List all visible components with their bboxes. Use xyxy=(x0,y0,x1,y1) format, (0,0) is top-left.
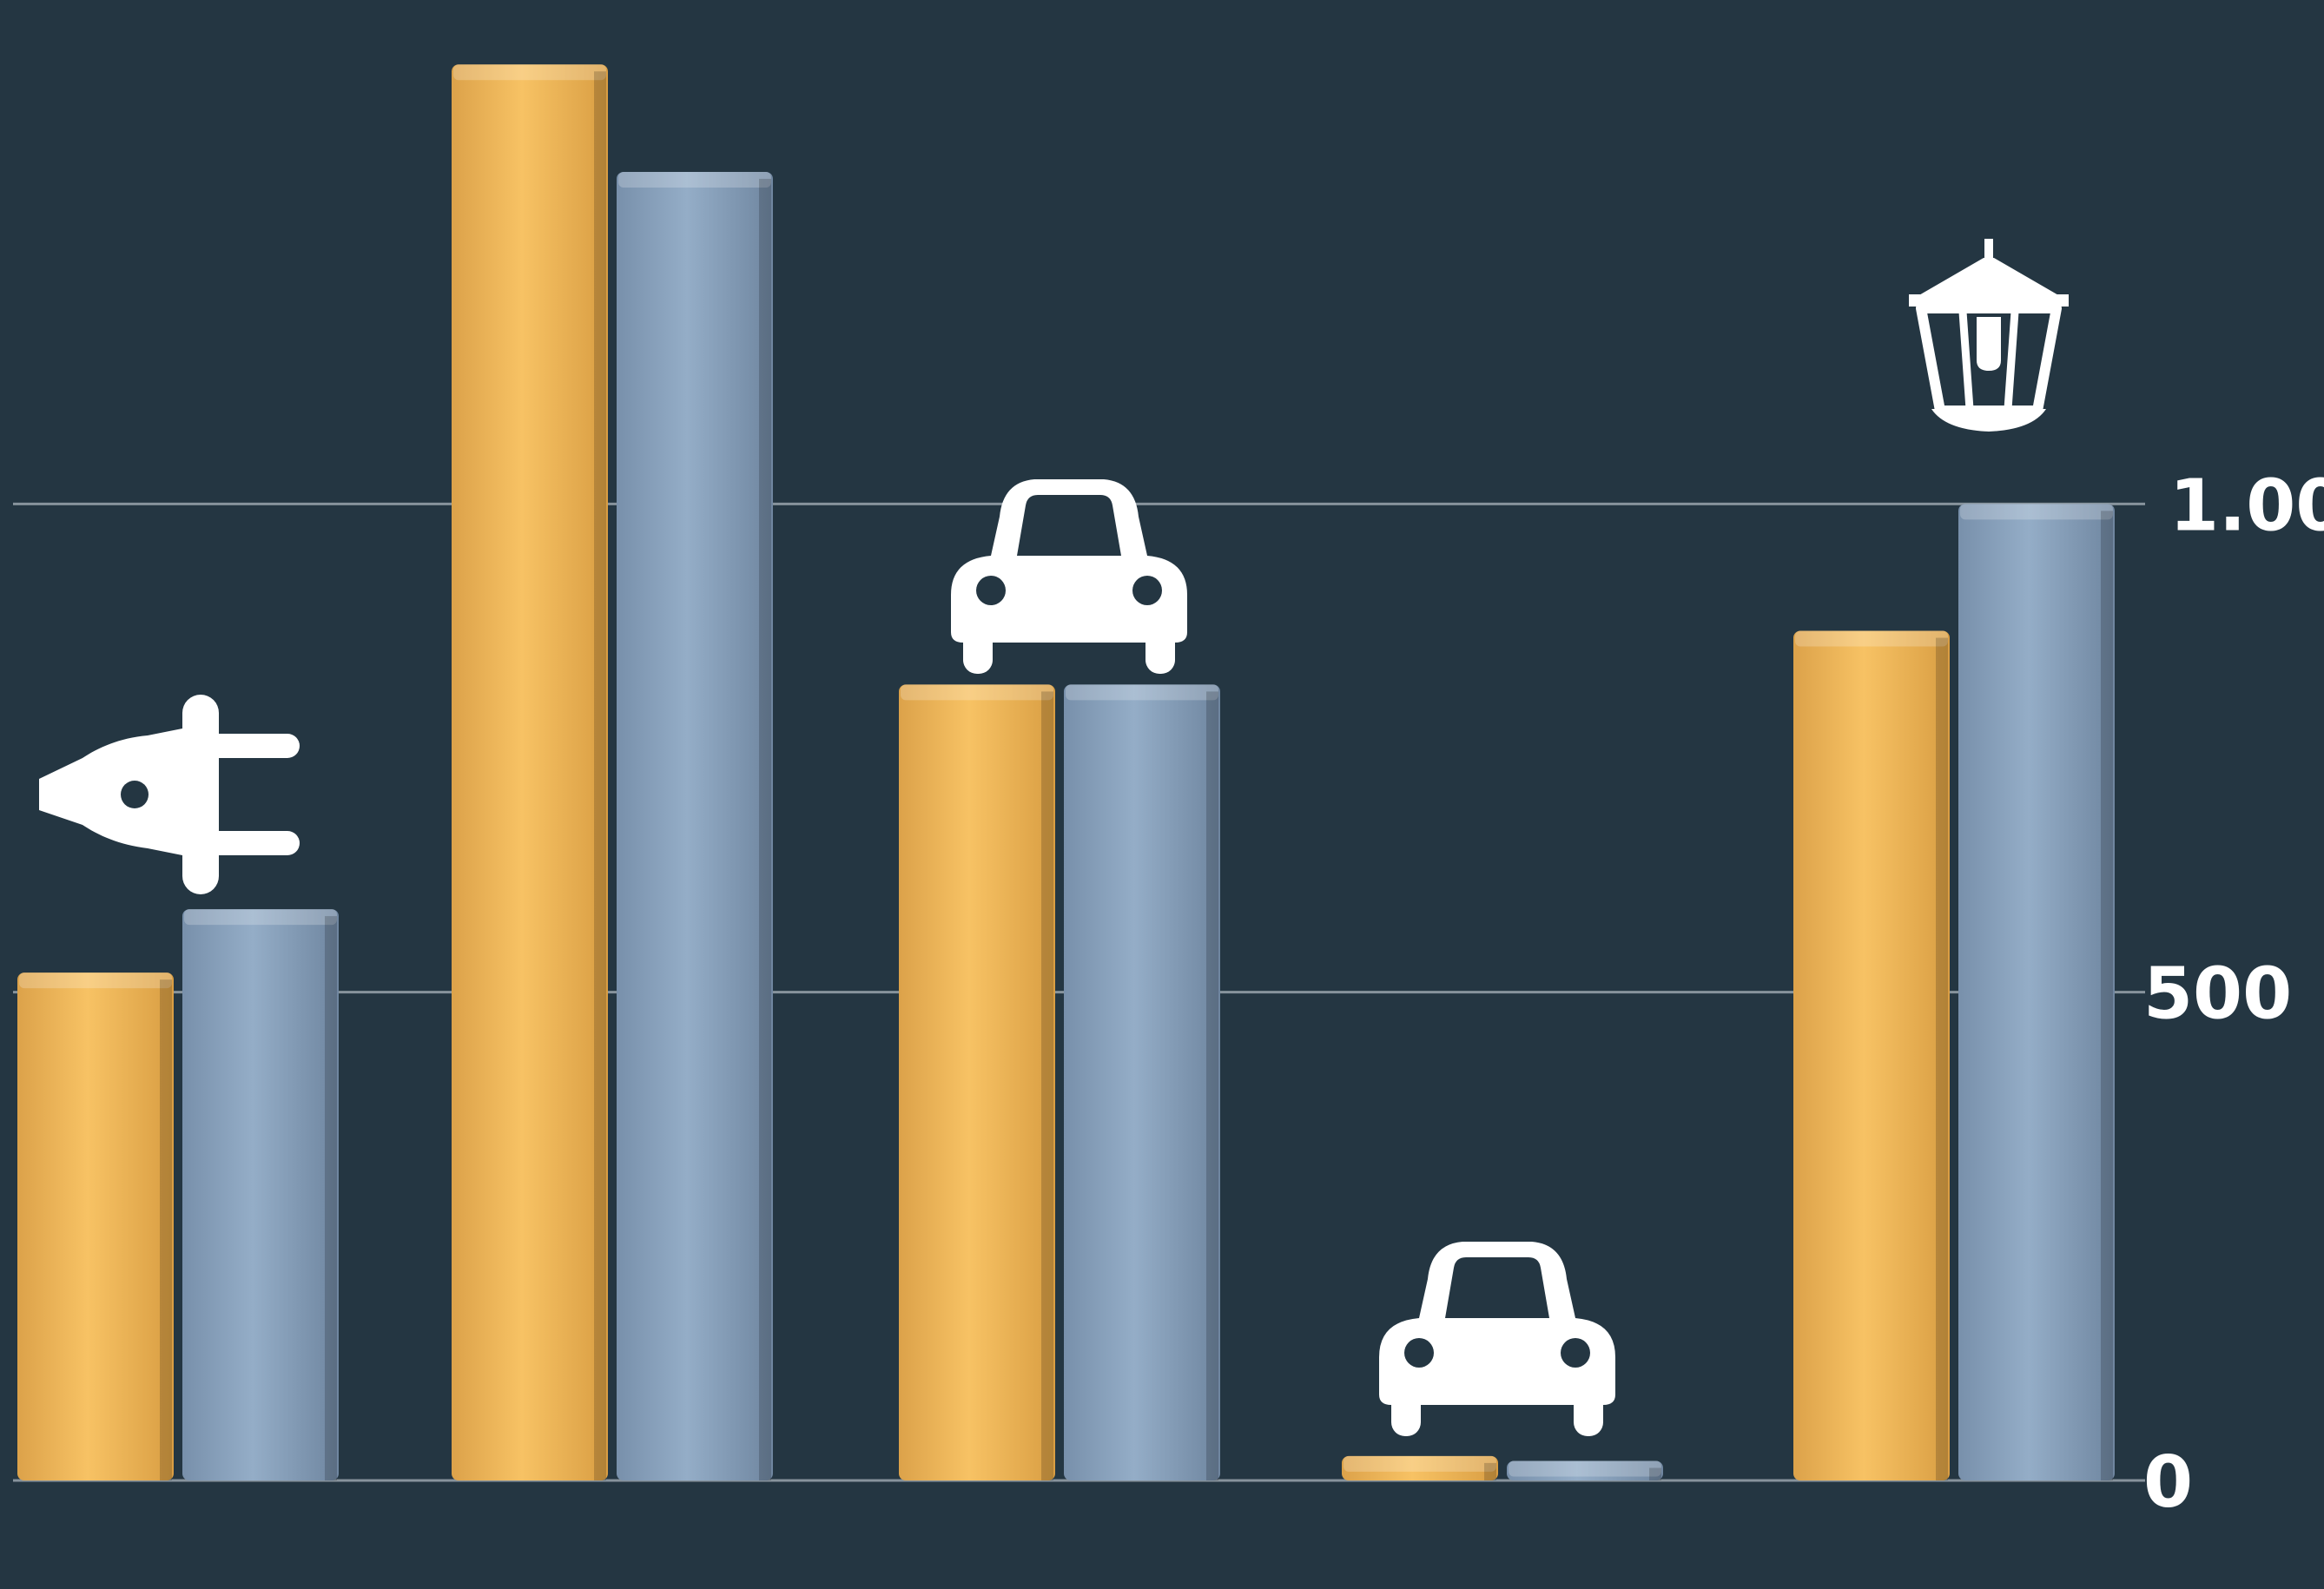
bar xyxy=(1507,1460,1663,1480)
y-tick-label: 500 xyxy=(2143,953,2292,1036)
bar xyxy=(17,973,174,1480)
bar xyxy=(1064,684,1220,1480)
bar xyxy=(617,171,773,1481)
bar xyxy=(1342,1455,1498,1480)
bars xyxy=(17,64,2115,1481)
bar xyxy=(1958,504,2115,1481)
bar xyxy=(1793,630,1950,1480)
y-tick-label: 1.000 xyxy=(2169,465,2324,547)
y-axis-ticks: 0 500 1.000 xyxy=(2143,465,2324,1524)
bar xyxy=(182,909,339,1480)
car-icon xyxy=(1379,1242,1615,1436)
bar xyxy=(452,64,608,1481)
category-icons xyxy=(39,239,2069,1436)
street-lamp-icon xyxy=(1909,239,2069,432)
plug-icon xyxy=(39,695,300,894)
car-icon xyxy=(951,479,1187,674)
bar xyxy=(899,684,1055,1480)
y-tick-label: 0 xyxy=(2143,1441,2193,1524)
